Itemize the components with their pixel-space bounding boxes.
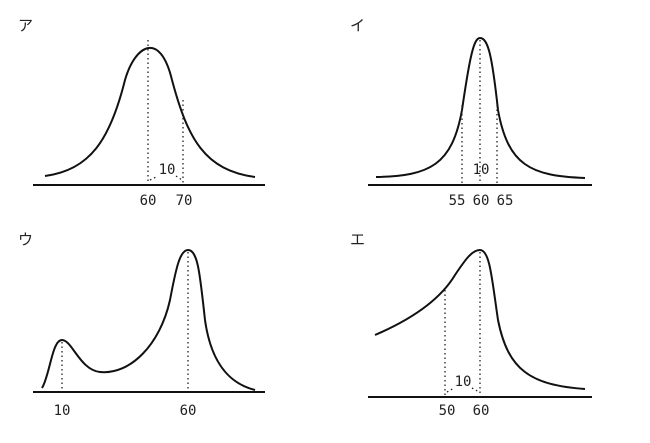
curve: [375, 36, 586, 179]
tick-label: 10: [54, 403, 71, 419]
dotted-line: [149, 175, 159, 181]
tick-label: 50: [439, 403, 456, 419]
annotation: 10: [473, 162, 490, 178]
tick-label: 60: [473, 403, 490, 419]
tick-label: 55: [449, 193, 466, 209]
panel-label: イ: [350, 17, 365, 35]
panel-a: ア 10 60 70: [18, 17, 265, 209]
tick-label: 60: [473, 193, 490, 209]
dotted-line: [471, 387, 480, 393]
curve: [374, 248, 586, 390]
tick-label: 70: [176, 193, 193, 209]
panel-i: イ 10 55 60 65: [350, 17, 592, 209]
panel-label: ウ: [18, 231, 33, 249]
panel-label: エ: [350, 231, 365, 249]
dotted-line: [175, 175, 183, 181]
annotation: 10: [159, 162, 176, 178]
curve: [41, 248, 256, 391]
curve: [44, 46, 256, 178]
panel-u: ウ 10 60: [18, 231, 265, 419]
panel-label: ア: [18, 17, 33, 35]
panel-e: エ 10 50 60: [350, 231, 592, 419]
annotation: 10: [455, 374, 472, 390]
tick-label: 60: [180, 403, 197, 419]
dotted-line: [446, 387, 455, 393]
tick-label: 60: [140, 193, 157, 209]
tick-label: 65: [497, 193, 514, 209]
